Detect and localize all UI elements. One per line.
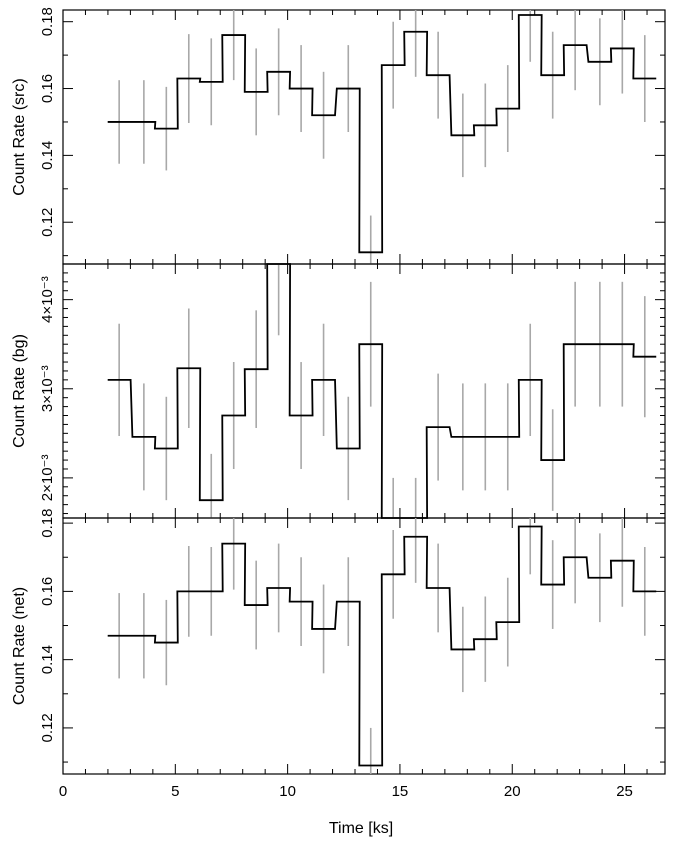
y-tick-label: 0.16 <box>39 74 56 103</box>
panel-net-ticklabels: 0.12 0.14 0.16 0.18 <box>39 509 56 743</box>
panel-net-ticks <box>62 518 665 774</box>
panel-net-step-line <box>107 525 657 767</box>
x-tick-label: 0 <box>59 783 67 800</box>
panel-src-step-line <box>107 14 657 254</box>
y-tick-label: 0.12 <box>39 208 56 237</box>
panel-bg-step-line <box>107 263 657 519</box>
x-axis-label: Time [ks] <box>329 820 393 837</box>
x-axis-ticklabels: 0 5 10 15 20 25 <box>59 783 633 800</box>
y-tick-label: 0.14 <box>39 141 56 170</box>
panel-net-ylabel: Count Rate (net) <box>11 587 28 705</box>
x-tick-label: 10 <box>279 783 296 800</box>
panel-src-ylabel: Count Rate (src) <box>11 78 28 195</box>
panel-src: 0.12 0.14 0.16 0.18 Count Rate (src) <box>11 7 666 265</box>
x-tick-label: 20 <box>504 783 521 800</box>
y-tick-label: 4×10⁻³ <box>39 276 56 323</box>
panel-bg-errorbars <box>118 264 646 518</box>
panel-src-ticks <box>62 10 665 264</box>
panel-net: 0.12 0.14 0.16 0.18 Count Rate (net) <box>11 509 666 775</box>
y-tick-label: 0.16 <box>39 577 56 606</box>
y-tick-label: 0.18 <box>39 509 56 538</box>
x-tick-label: 5 <box>171 783 179 800</box>
y-tick-label: 2×10⁻³ <box>39 455 56 502</box>
y-tick-label: 0.12 <box>39 713 56 742</box>
y-tick-label: 0.18 <box>39 7 56 36</box>
panel-bg-ticks <box>62 263 665 518</box>
panel-bg-ticklabels: 2×10⁻³ 3×10⁻³ 4×10⁻³ <box>39 276 56 501</box>
x-tick-label: 25 <box>616 783 633 800</box>
x-tick-label: 15 <box>392 783 409 800</box>
panel-src-ticklabels: 0.12 0.14 0.16 0.18 <box>39 7 56 237</box>
y-tick-label: 0.14 <box>39 645 56 674</box>
panel-bg: 2×10⁻³ 3×10⁻³ 4×10⁻³ Count Rate (bg) <box>11 263 666 519</box>
panel-bg-ylabel: Count Rate (bg) <box>11 334 28 448</box>
y-tick-label: 3×10⁻³ <box>39 365 56 412</box>
panel-net-frame <box>62 517 666 775</box>
